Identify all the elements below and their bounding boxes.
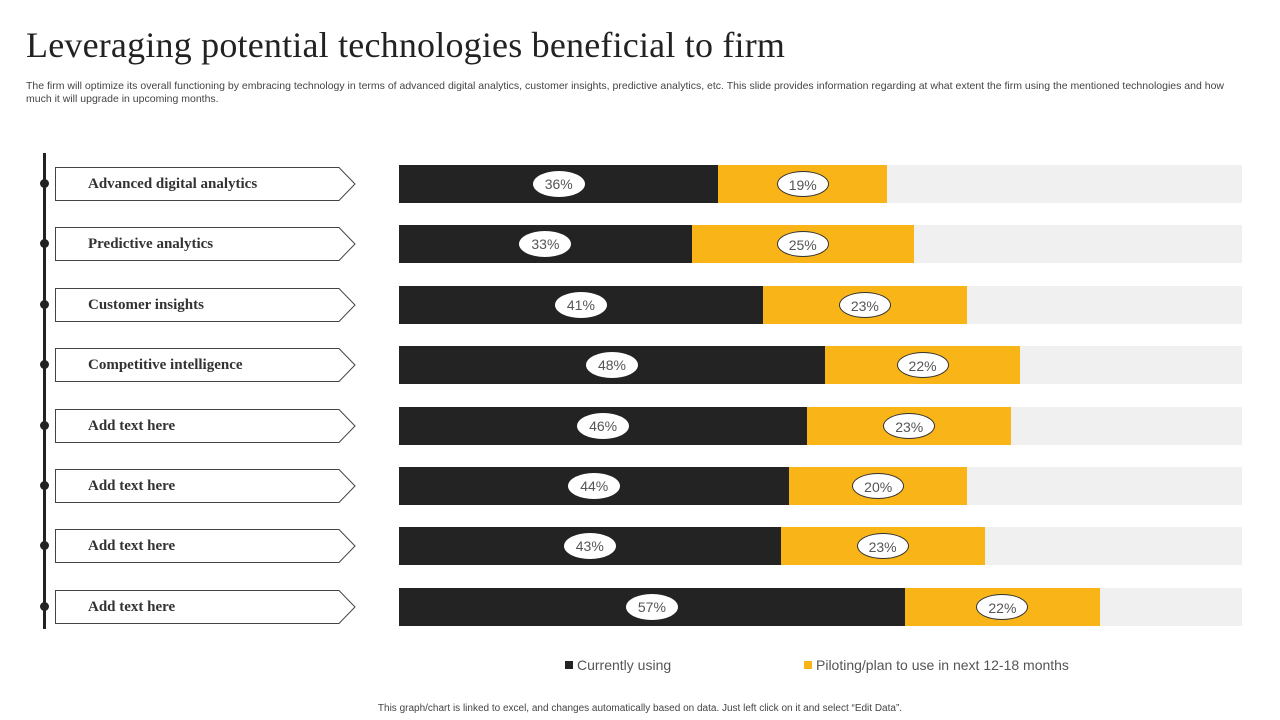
legend-item-currently-using: Currently using bbox=[565, 657, 671, 673]
slide-title: Leveraging potential technologies benefi… bbox=[26, 25, 786, 65]
data-label-piloting: 23% bbox=[838, 292, 891, 318]
category-label-text: Add text here bbox=[88, 599, 176, 615]
legend-swatch-currently-using bbox=[565, 661, 573, 669]
category-label-text: Add text here bbox=[88, 478, 176, 494]
legend-label: Piloting/plan to use in next 12-18 month… bbox=[816, 657, 1069, 673]
data-label-currently-using: 44% bbox=[568, 473, 621, 499]
data-label-currently-using: 33% bbox=[519, 231, 572, 257]
data-label-piloting: 22% bbox=[976, 594, 1029, 620]
bar-track: 57% 22% bbox=[399, 588, 1242, 626]
bar-track: 44% 20% bbox=[399, 467, 1242, 505]
footer-note: This graph/chart is linked to excel, and… bbox=[377, 703, 903, 714]
timeline-dot bbox=[40, 602, 49, 611]
slide-subtitle: The firm will optimize its overall funct… bbox=[26, 80, 1224, 105]
arrow-shape bbox=[55, 348, 356, 382]
legend-label: Currently using bbox=[577, 657, 672, 673]
timeline-dot bbox=[40, 179, 49, 188]
category-label-text: Advanced digital analytics bbox=[88, 176, 258, 192]
arrow-shape bbox=[55, 469, 356, 503]
timeline-dot bbox=[40, 300, 49, 309]
legend-swatch-piloting bbox=[804, 661, 812, 669]
arrow-shape bbox=[55, 529, 356, 563]
category-label-text: Customer insights bbox=[88, 297, 204, 313]
category-label-text: Predictive analytics bbox=[88, 236, 214, 252]
data-label-currently-using: 46% bbox=[577, 413, 630, 439]
timeline-dot bbox=[40, 421, 49, 430]
bar-track: 46% 23% bbox=[399, 407, 1242, 445]
data-label-piloting: 20% bbox=[852, 473, 905, 499]
bar-track: 41% 23% bbox=[399, 286, 1242, 324]
timeline-dot bbox=[40, 360, 49, 369]
data-label-piloting: 19% bbox=[776, 171, 829, 197]
bar-track: 36% 19% bbox=[399, 165, 1242, 203]
data-label-currently-using: 43% bbox=[563, 533, 616, 559]
timeline-dot bbox=[40, 239, 49, 248]
data-label-piloting: 22% bbox=[896, 352, 949, 378]
arrow-shape bbox=[55, 590, 356, 624]
timeline-dot bbox=[40, 481, 49, 490]
data-label-currently-using: 57% bbox=[625, 594, 678, 620]
category-label-text: Add text here bbox=[88, 418, 176, 434]
arrow-shape bbox=[55, 227, 356, 261]
timeline-dot bbox=[40, 541, 49, 550]
bar-track: 48% 22% bbox=[399, 346, 1242, 384]
data-label-piloting: 25% bbox=[776, 231, 829, 257]
bar-track: 33% 25% bbox=[399, 225, 1242, 263]
arrow-shape bbox=[55, 288, 356, 322]
data-label-currently-using: 41% bbox=[554, 292, 607, 318]
timeline-line bbox=[43, 153, 46, 629]
legend-item-piloting: Piloting/plan to use in next 12-18 month… bbox=[804, 657, 1069, 673]
category-label-text: Competitive intelligence bbox=[88, 357, 243, 373]
data-label-piloting: 23% bbox=[883, 413, 936, 439]
data-label-piloting: 23% bbox=[856, 533, 909, 559]
arrow-shape bbox=[55, 167, 356, 201]
category-label-text: Add text here bbox=[88, 538, 176, 554]
data-label-currently-using: 48% bbox=[585, 352, 638, 378]
bar-track: 43% 23% bbox=[399, 527, 1242, 565]
arrow-shape bbox=[55, 409, 356, 443]
data-label-currently-using: 36% bbox=[532, 171, 585, 197]
